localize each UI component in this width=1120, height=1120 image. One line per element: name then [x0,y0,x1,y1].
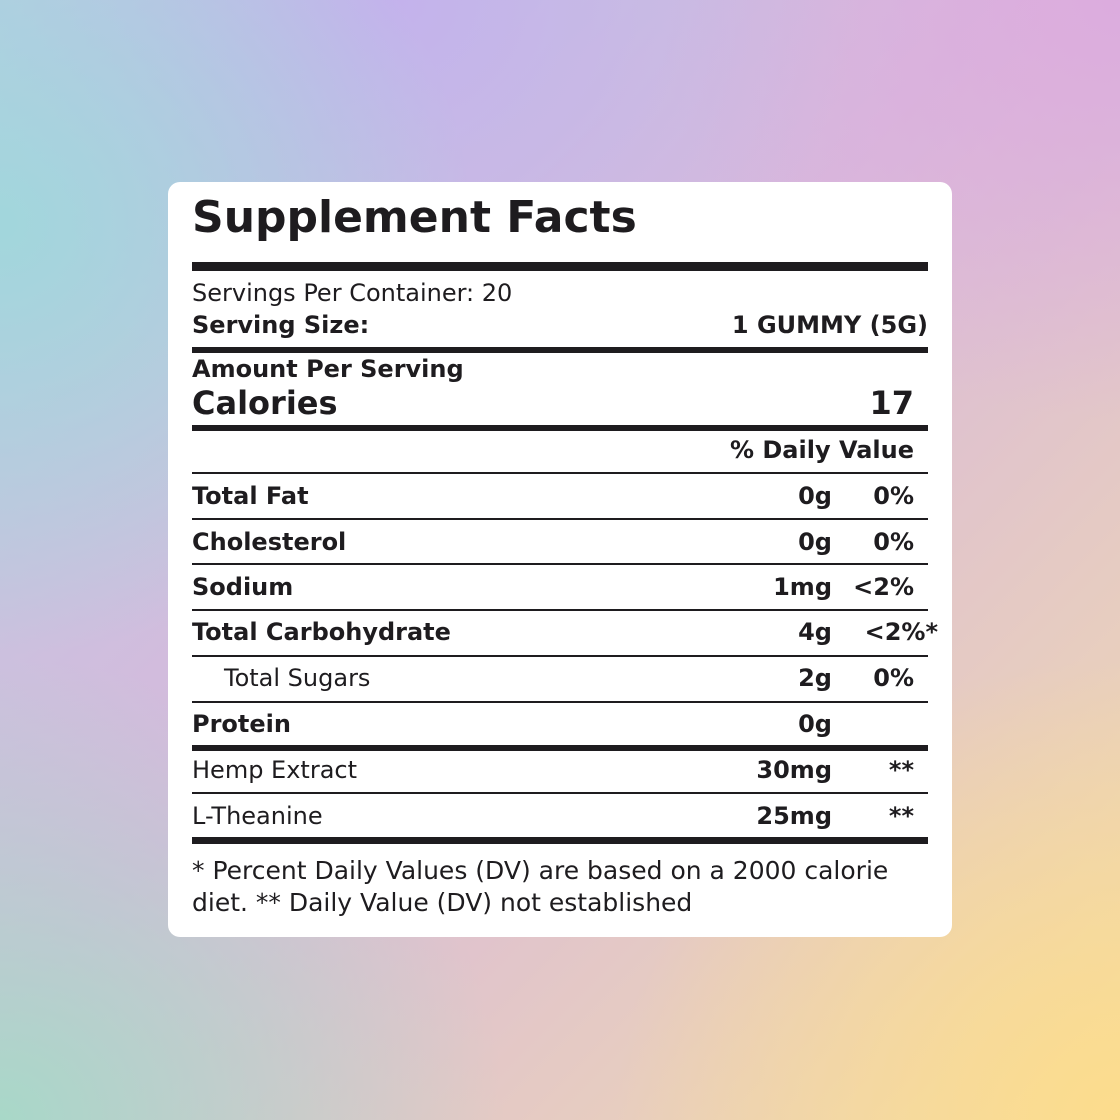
servings-per-container: Servings Per Container: 20 [192,279,513,307]
nutrient-dv: 0% [873,528,914,556]
rule [192,655,928,657]
serving-size-label: Serving Size: [192,311,370,339]
nutrient-name: Total Carbohydrate [192,618,451,646]
nutrient-amount: 0g [798,482,832,510]
nutrient-dv: <2% [853,573,914,601]
daily-value-header: % Daily Value [729,436,914,464]
nutrient-name: Total Sugars [224,664,371,692]
calories-value: 17 [869,384,914,422]
nutrient-name: Sodium [192,573,294,601]
nutrient-amount: 0g [798,528,832,556]
amount-per-serving: Amount Per Serving [192,355,464,383]
nutrient-dv: <2%* [864,618,938,646]
rule [192,563,928,565]
ingredient-amount: 25mg [756,802,832,830]
rule [192,609,928,611]
rule [192,701,928,703]
rule [192,262,928,271]
rule [192,745,928,751]
calories-label: Calories [192,384,338,422]
ingredient-name: L-Theanine [192,802,323,830]
nutrient-amount: 0g [798,710,832,738]
footnote: * Percent Daily Values (DV) are based on… [192,856,889,917]
ingredient-amount: 30mg [756,756,832,784]
ingredient-dv: ** [888,756,914,784]
ingredient-dv: ** [888,802,914,830]
nutrient-name: Protein [192,710,291,738]
supplement-facts-card: Supplement Facts Servings Per Container:… [168,182,952,937]
nutrient-dv: 0% [873,664,914,692]
nutrient-name: Cholesterol [192,528,347,556]
nutrient-dv: 0% [873,482,914,510]
rule [192,425,928,431]
title: Supplement Facts [192,192,637,243]
serving-size: 1 GUMMY (5G) [731,311,928,339]
ingredient-name: Hemp Extract [192,756,358,784]
nutrient-name: Total Fat [192,482,309,510]
nutrient-amount: 4g [798,618,832,646]
rule [192,518,928,520]
rule [192,837,928,844]
rule [192,472,928,474]
nutrient-amount: 2g [798,664,832,692]
nutrient-amount: 1mg [773,573,832,601]
rule [192,792,928,794]
rule [192,347,928,353]
